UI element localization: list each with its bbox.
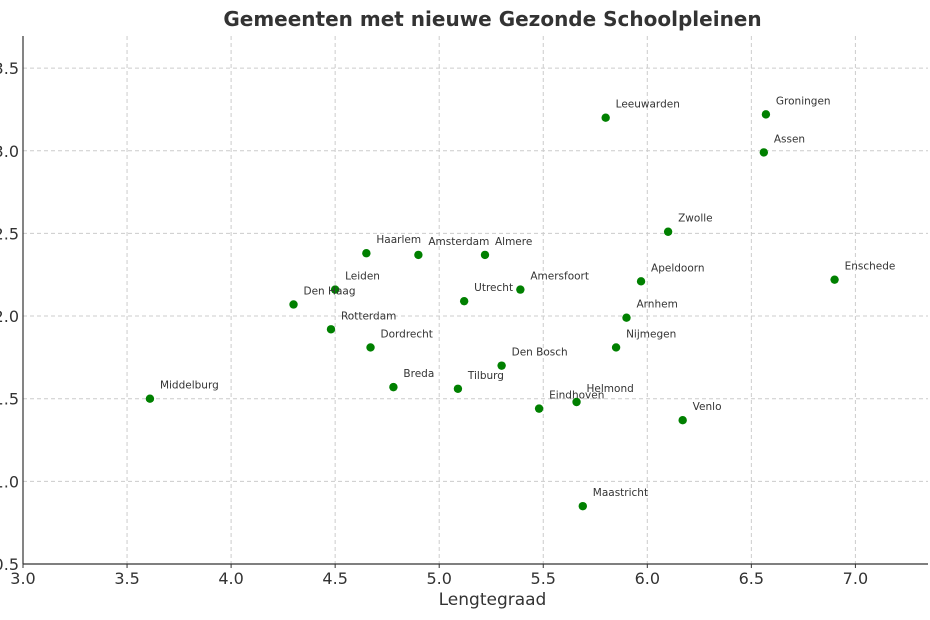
point-label: Eindhoven	[549, 390, 604, 402]
point-label: Arnhem	[636, 299, 677, 311]
point-label: Zwolle	[678, 213, 713, 225]
point-label: Maastricht	[593, 487, 648, 499]
data-point	[389, 382, 398, 392]
point-label: Leiden	[345, 271, 380, 283]
data-point	[330, 285, 340, 294]
data-point	[459, 296, 469, 306]
point-label: Tilburg	[467, 370, 504, 382]
y-tick-label: 53.5	[0, 59, 19, 78]
data-point	[663, 227, 673, 236]
y-tick-label: 51.5	[0, 390, 19, 409]
data-point	[534, 404, 544, 413]
data-point	[145, 394, 155, 403]
data-point	[480, 250, 490, 260]
y-tick-label: 52.0	[0, 307, 19, 326]
point-label: Groningen	[776, 95, 831, 107]
data-point	[516, 285, 525, 294]
data-point	[761, 110, 771, 119]
point-label: Utrecht	[474, 282, 513, 294]
x-tick-label: 5.0	[426, 569, 451, 588]
point-label: Middelburg	[160, 380, 219, 392]
chart-title: Gemeenten met nieuwe Gezonde Schoolplein…	[223, 7, 762, 31]
x-tick-label: 4.0	[218, 569, 243, 588]
point-label: Assen	[774, 133, 805, 145]
point-label: Leeuwarden	[616, 99, 680, 111]
y-tick-label: 51.0	[0, 472, 19, 491]
x-axis-label: Lengtegraad	[438, 590, 547, 610]
gridlines	[22, 36, 928, 565]
point-label: Den Haag	[304, 285, 356, 297]
data-point	[362, 249, 371, 258]
point-label: Rotterdam	[341, 310, 396, 322]
point-label: Dordrecht	[381, 328, 433, 340]
data-point	[572, 397, 581, 407]
y-tick-label: 53.0	[0, 142, 19, 161]
data-point	[636, 277, 646, 286]
data-point	[622, 313, 631, 322]
x-tick-label: 3.0	[10, 569, 35, 588]
x-tick-label: 5.5	[531, 569, 556, 588]
point-label: Haarlem	[376, 234, 421, 246]
point-label: Enschede	[845, 261, 896, 273]
x-tick-label: 7.0	[843, 569, 868, 588]
data-point	[578, 501, 587, 511]
tick-labels: 3.0 3.5 4.0 4.5 5.0 5.5 6.0 6.5 7.0 50.5 51.0 51.5 5…	[0, 59, 868, 588]
point-label: Almere	[495, 236, 532, 248]
point-label: Breda	[403, 368, 434, 380]
data-point	[759, 148, 769, 157]
x-tick-label: 6.5	[739, 569, 764, 588]
x-tick-label: 3.5	[114, 569, 139, 588]
y-tick-label: 50.5	[0, 555, 19, 574]
x-tick-label: 4.5	[322, 569, 347, 588]
point-label: Apeldoorn	[651, 262, 705, 274]
data-point	[326, 325, 336, 334]
data-point	[830, 275, 839, 284]
point-label: Amersfoort	[530, 271, 589, 283]
point-label: Helmond	[587, 383, 634, 395]
y-tick-label: 52.5	[0, 224, 19, 243]
data-point	[601, 113, 610, 122]
data-point	[453, 384, 463, 393]
x-tick-label: 6.0	[635, 569, 660, 588]
point-label: Den Bosch	[512, 347, 568, 359]
point-label: Venlo	[693, 401, 722, 413]
data-points: Leeuwarden Groningen Assen Zwolle Haarlem Ams…	[145, 95, 896, 511]
data-point	[366, 343, 375, 352]
point-label: Nijmegen	[626, 328, 676, 340]
data-point	[289, 300, 298, 309]
point-label: Amsterdam	[428, 236, 489, 248]
data-point	[497, 361, 506, 370]
data-point	[611, 343, 621, 352]
data-point	[414, 250, 423, 260]
data-point	[678, 415, 687, 425]
axes	[22, 36, 928, 568]
